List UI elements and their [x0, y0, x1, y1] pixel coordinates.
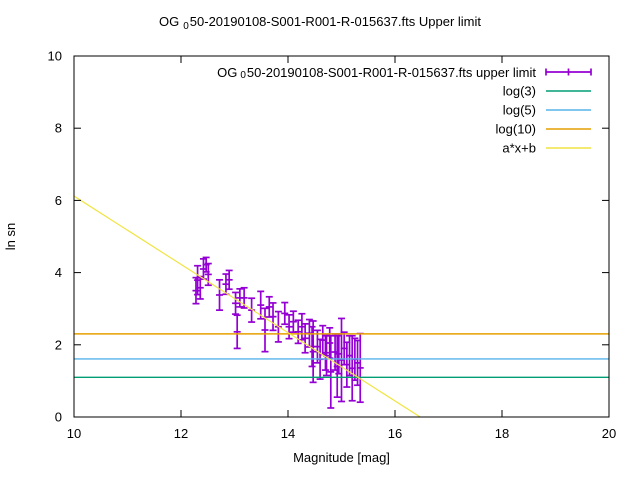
errorbar-point — [257, 290, 265, 320]
legend-label: a*x+b — [502, 141, 536, 156]
legend-label: log(3) — [503, 84, 536, 99]
errorbar-point — [233, 314, 241, 350]
x-tick-label: 12 — [174, 426, 188, 441]
errorbar-point — [309, 320, 317, 384]
legend: OG 050-20190108-S001-R001-R-015637.fts up… — [217, 65, 592, 156]
plot-border — [73, 55, 610, 418]
errorbar-point — [348, 334, 356, 402]
errorbar-point — [285, 313, 293, 340]
x-axis-label: Magnitude [mag] — [293, 450, 390, 465]
x-tick-label: 20 — [602, 426, 616, 441]
chart-title-rest: 50-20190108-S001-R001-R-015637.fts Upper… — [189, 14, 482, 29]
legend-label: log(5) — [503, 103, 536, 118]
errorbar-point — [261, 307, 269, 353]
legend-label: OG 050-20190108-S001-R001-R-015637.fts up… — [217, 65, 536, 81]
y-tick-label: 4 — [55, 265, 62, 280]
legend-sample — [545, 68, 592, 76]
errorbar-point — [196, 275, 204, 300]
x-tick-label: 10 — [67, 426, 81, 441]
errorbar-point — [301, 323, 309, 354]
y-axis-label: ln sn — [3, 223, 18, 250]
chart-title-subscript: 0 — [183, 21, 189, 32]
y-tick-label: 6 — [55, 193, 62, 208]
y-tick-label: 10 — [48, 49, 62, 64]
x-tick-label: 16 — [388, 426, 402, 441]
chart-title-prefix: OG — [158, 14, 180, 29]
errorbar-point — [327, 334, 335, 409]
y-tick-label: 8 — [55, 121, 62, 136]
y-tick-label: 2 — [55, 337, 62, 352]
series-upper-limit-errorbars — [192, 256, 364, 409]
errorbar-point — [298, 312, 306, 341]
errorbar-point — [269, 302, 277, 332]
y-tick-label: 0 — [55, 410, 62, 425]
legend-label: log(10) — [496, 122, 536, 137]
errorbar-point — [225, 269, 233, 291]
x-tick-label: 14 — [281, 426, 295, 441]
errorbar-point — [265, 295, 273, 318]
y-axis-ticks: 0 2 4 6 8 10 — [48, 49, 609, 425]
errorbar-point — [281, 301, 289, 326]
errorbar-point — [232, 291, 240, 315]
x-tick-label: 18 — [495, 426, 509, 441]
chart-title: OG 050-20190108-S001-R001-R-015637.fts Up… — [0, 14, 640, 32]
errorbar-point — [216, 278, 224, 311]
x-axis-ticks: 10 12 14 16 18 20 — [67, 56, 616, 441]
fit-line — [73, 195, 421, 418]
